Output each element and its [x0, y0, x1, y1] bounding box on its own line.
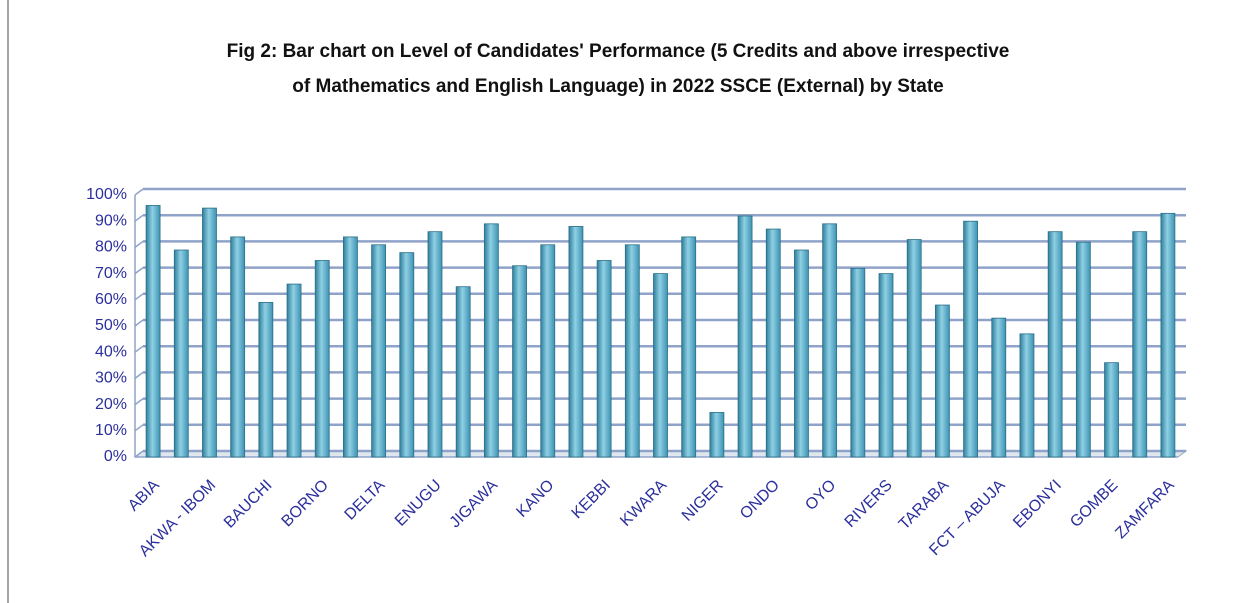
x-tick-label: ABIA	[125, 477, 163, 515]
bar	[145, 205, 161, 458]
bar	[286, 283, 302, 458]
x-tick-label: ONDO	[737, 477, 783, 523]
bar	[202, 207, 217, 458]
chart-title: of Mathematics and English Language) in …	[292, 76, 943, 97]
y-tick-label: 50%	[95, 317, 127, 334]
grid-line-depth	[134, 293, 144, 301]
bar	[794, 249, 809, 458]
bar	[258, 302, 274, 458]
grid-line-depth	[134, 398, 144, 406]
bar	[568, 226, 584, 458]
bar	[1075, 241, 1091, 458]
grid-line-depth	[134, 240, 144, 248]
bar	[540, 244, 556, 458]
y-tick-label: 70%	[95, 265, 127, 282]
bar	[653, 273, 668, 458]
bar	[399, 252, 415, 458]
bar	[850, 267, 866, 458]
x-tick-label: DELTA	[342, 477, 389, 524]
bar	[343, 236, 358, 458]
y-tick-label: 80%	[95, 239, 127, 256]
bar	[681, 236, 697, 458]
x-tick-label: EBONYI	[1010, 477, 1065, 532]
bar	[1160, 212, 1176, 458]
x-tick-label: OYO	[802, 477, 839, 514]
bar	[1132, 231, 1148, 458]
y-tick-label: 90%	[95, 212, 127, 229]
x-tick-label: RIVERS	[842, 477, 896, 531]
grid-line-depth	[134, 345, 144, 353]
bar	[173, 249, 189, 458]
grid-line-depth	[134, 424, 144, 432]
bar	[427, 231, 443, 458]
bar	[512, 265, 527, 458]
bar	[765, 228, 781, 458]
bar	[455, 286, 471, 458]
chart-title: Fig 2: Bar chart on Level of Candidates'…	[227, 41, 1010, 62]
bar	[991, 317, 1007, 458]
bar	[483, 223, 499, 458]
bar	[314, 260, 330, 458]
grid-line-depth	[134, 267, 144, 275]
x-tick-label: NIGER	[679, 477, 727, 525]
grid-line-depth	[134, 214, 144, 222]
bar	[822, 223, 838, 458]
x-tick-label: KEBBI	[569, 477, 614, 522]
bar	[1047, 231, 1063, 458]
grid-line-depth	[134, 319, 144, 327]
bar	[1019, 333, 1035, 458]
y-tick-label: 30%	[95, 370, 127, 387]
bar	[737, 215, 753, 458]
x-tick-label: ENUGU	[392, 477, 445, 530]
bar	[934, 304, 950, 458]
y-tick-label: 20%	[95, 396, 127, 413]
bar	[709, 412, 725, 458]
bar	[1104, 362, 1119, 458]
bar	[596, 260, 612, 458]
y-tick-label: 60%	[95, 291, 127, 308]
x-tick-label: ZAMFARA	[1112, 477, 1178, 543]
bar	[624, 244, 640, 458]
grid-line-depth	[134, 188, 144, 196]
x-tick-label: KANO	[513, 477, 557, 521]
x-tick-label: JIGAWA	[447, 477, 502, 532]
grid-line-depth	[134, 371, 144, 379]
x-tick-label: KWARA	[617, 477, 670, 530]
grid-line-depth	[134, 450, 144, 458]
x-tick-label: TARABA	[896, 477, 953, 534]
y-tick-label: 100%	[86, 186, 127, 203]
x-tick-label: GOMBE	[1067, 477, 1121, 531]
bar	[878, 273, 894, 458]
bar	[963, 220, 978, 458]
bar	[230, 236, 246, 458]
bar	[906, 239, 922, 458]
x-tick-label: BAUCHI	[221, 477, 276, 532]
x-tick-label: BORNO	[279, 477, 333, 531]
y-tick-label: 0%	[104, 448, 127, 465]
y-tick-label: 10%	[95, 422, 127, 439]
bar	[371, 244, 387, 458]
y-tick-label: 40%	[95, 343, 127, 360]
